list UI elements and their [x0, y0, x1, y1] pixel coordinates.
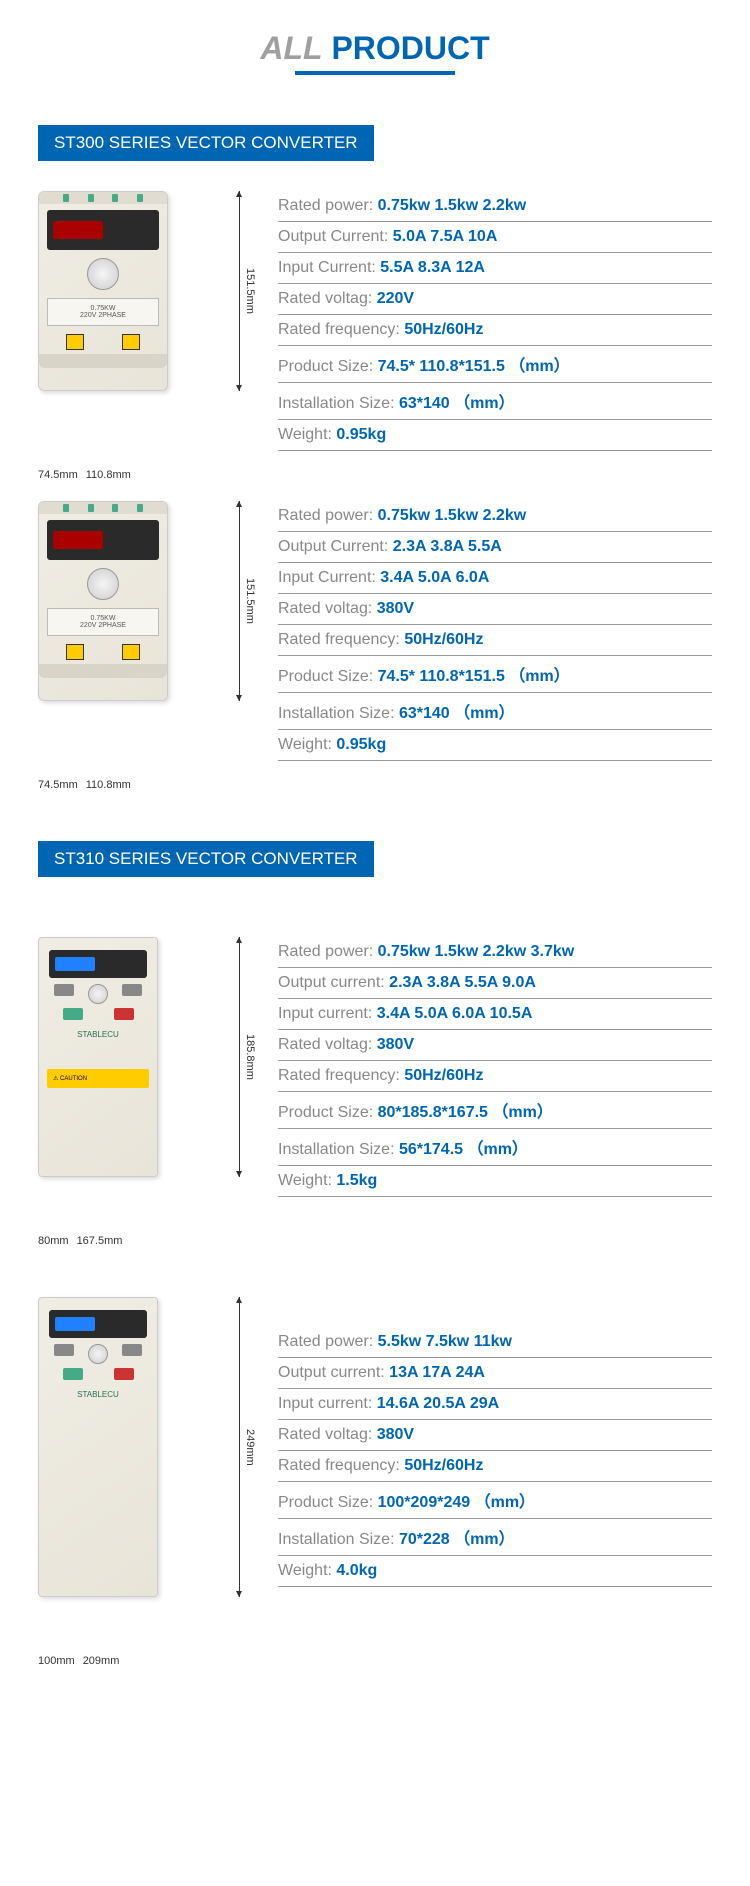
product-image: STABLECU ⚠ CAUTION 185.8mm 80mm167.5mm	[38, 937, 258, 1197]
spec-row: Rated frequency: 50Hz/60Hz	[278, 315, 712, 346]
spec-table: Rated power: 5.5kw 7.5kw 11kw Output cur…	[278, 1327, 712, 1587]
spec-table: Rated power: 0.75kw 1.5kw 2.2kw Output C…	[278, 501, 712, 761]
device-kw-label: 0.75KW	[91, 305, 116, 312]
spec-row: Rated voltag: 380V	[278, 594, 712, 625]
title-underline	[295, 71, 455, 75]
product-row: 0.75KW220V 2PHASE 151.5mm 74.5mm110.8mm …	[0, 491, 750, 801]
product-image: STABLECU 249mm 100mm209mm	[38, 1297, 258, 1557]
spec-row: Rated voltag: 380V	[278, 1030, 712, 1061]
device-phase-label: 220V 2PHASE	[80, 622, 126, 629]
dim-depth: 209mm	[83, 1655, 120, 1667]
spec-row: Installation Size: 63*140 （mm）	[278, 383, 712, 420]
spec-row: Rated voltag: 380V	[278, 1420, 712, 1451]
title-all: ALL	[260, 30, 322, 66]
spec-table: Rated power: 0.75kw 1.5kw 2.2kw 3.7kw Ou…	[278, 937, 712, 1197]
section-title-st300: ST300 SERIES VECTOR CONVERTER	[38, 125, 374, 161]
dim-height: 249mm	[244, 1429, 256, 1466]
page-header: ALL PRODUCT	[0, 0, 750, 125]
spec-row: Rated power: 5.5kw 7.5kw 11kw	[278, 1327, 712, 1358]
spec-row: Installation Size: 63*140 （mm）	[278, 693, 712, 730]
page-title: ALL PRODUCT	[0, 30, 750, 67]
product-image: 0.75KW220V 2PHASE 151.5mm 74.5mm110.8mm	[38, 501, 258, 761]
title-product: PRODUCT	[331, 30, 489, 66]
spec-row: Rated voltag: 220V	[278, 284, 712, 315]
dim-width: 74.5mm	[38, 779, 78, 791]
dim-depth: 110.8mm	[86, 779, 131, 791]
product-row: STABLECU ⚠ CAUTION 185.8mm 80mm167.5mm R…	[0, 927, 750, 1237]
spec-row: Weight: 0.95kg	[278, 730, 712, 761]
spec-row: Output Current: 2.3A 3.8A 5.5A	[278, 532, 712, 563]
product-image: 0.75KW220V 2PHASE 151.5mm 74.5mm110.8mm	[38, 191, 258, 451]
device-brand: STABLECU	[39, 1030, 157, 1039]
product-row: 0.75KW220V 2PHASE 151.5mm 74.5mm110.8mm …	[0, 181, 750, 491]
spec-row: Rated power: 0.75kw 1.5kw 2.2kw	[278, 501, 712, 532]
device-phase-label: 220V 2PHASE	[80, 312, 126, 319]
spec-row: Input current: 3.4A 5.0A 6.0A 10.5A	[278, 999, 712, 1030]
spec-row: Rated frequency: 50Hz/60Hz	[278, 625, 712, 656]
dim-depth: 167.5mm	[77, 1235, 123, 1247]
dim-height: 151.5mm	[244, 578, 256, 624]
spec-row: Input Current: 5.5A 8.3A 12A	[278, 253, 712, 284]
spec-row: Weight: 4.0kg	[278, 1556, 712, 1587]
spec-row: Output current: 2.3A 3.8A 5.5A 9.0A	[278, 968, 712, 999]
spec-row: Product Size: 74.5* 110.8*151.5 （mm）	[278, 656, 712, 693]
product-row: STABLECU 249mm 100mm209mm Rated power: 5…	[0, 1287, 750, 1627]
spec-row: Product Size: 100*209*249 （mm）	[278, 1482, 712, 1519]
dim-height: 185.8mm	[244, 1034, 256, 1080]
spec-row: Rated power: 0.75kw 1.5kw 2.2kw	[278, 191, 712, 222]
spec-row: Output current: 13A 17A 24A	[278, 1358, 712, 1389]
spec-row: Rated frequency: 50Hz/60Hz	[278, 1061, 712, 1092]
spec-row: Rated frequency: 50Hz/60Hz	[278, 1451, 712, 1482]
dim-depth: 110.8mm	[86, 469, 131, 481]
section-title-st310: ST310 SERIES VECTOR CONVERTER	[38, 841, 374, 877]
dim-width: 74.5mm	[38, 469, 78, 481]
spec-row: Product Size: 80*185.8*167.5 （mm）	[278, 1092, 712, 1129]
device-kw-label: 0.75KW	[91, 615, 116, 622]
spec-table: Rated power: 0.75kw 1.5kw 2.2kw Output C…	[278, 191, 712, 451]
spec-row: Rated power: 0.75kw 1.5kw 2.2kw 3.7kw	[278, 937, 712, 968]
dim-width: 80mm	[38, 1235, 69, 1247]
spec-row: Weight: 0.95kg	[278, 420, 712, 451]
spec-row: Output Current: 5.0A 7.5A 10A	[278, 222, 712, 253]
spec-row: Input Current: 3.4A 5.0A 6.0A	[278, 563, 712, 594]
dim-height: 151.5mm	[244, 268, 256, 314]
spec-row: Weight: 1.5kg	[278, 1166, 712, 1197]
dim-width: 100mm	[38, 1655, 75, 1667]
spec-row: Installation Size: 70*228 （mm）	[278, 1519, 712, 1556]
spec-row: Input current: 14.6A 20.5A 29A	[278, 1389, 712, 1420]
spec-row: Installation Size: 56*174.5 （mm）	[278, 1129, 712, 1166]
device-brand: STABLECU	[39, 1390, 157, 1399]
spec-row: Product Size: 74.5* 110.8*151.5 （mm）	[278, 346, 712, 383]
